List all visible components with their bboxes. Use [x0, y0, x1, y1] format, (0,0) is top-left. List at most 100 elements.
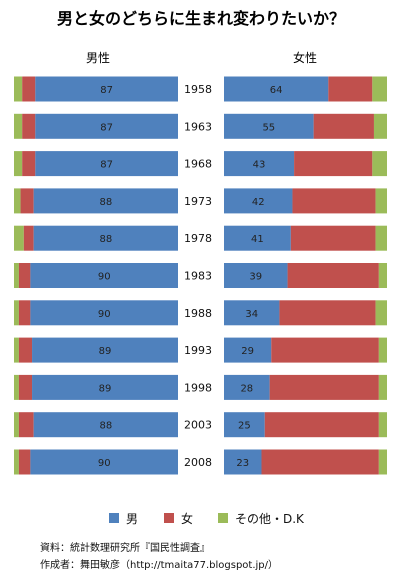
female-panel-bar-other [372, 76, 387, 102]
labels-layer: 1958 87 64 1963 87 55 1968 87 43 1973 88 42 1978 88 41… [98, 83, 283, 469]
female-panel-bar-female [292, 188, 376, 214]
male-panel-bar-female [20, 188, 34, 214]
year-label: 1973 [184, 195, 212, 208]
male-panel-value-label: 87 [100, 160, 113, 171]
legend-swatch-male [109, 513, 119, 523]
female-panel-bar-male [224, 412, 265, 438]
male-panel-bar-female [18, 300, 31, 326]
female-panel-bar-female [261, 449, 379, 475]
male-panel-value-label: 87 [100, 122, 113, 133]
legend-label-male: 男 [126, 512, 138, 526]
male-panel-bar-other [14, 113, 23, 139]
male-panel-bar-male [30, 449, 179, 475]
year-label: 1988 [184, 307, 212, 320]
male-panel-bar-other [14, 263, 19, 288]
male-panel-bar-male [32, 374, 178, 400]
female-panel-value-label: 25 [238, 421, 251, 432]
female-panel-bar-male [224, 300, 280, 326]
female-panel-bar-male [224, 188, 293, 214]
male-panel-bar-male [35, 151, 178, 177]
female-panel-bar-male [224, 113, 314, 139]
source-line-2: 作成者：舞田敏彦（http://tmaita77.blogspot.jp/） [40, 558, 278, 571]
female-panel-bar-female [290, 225, 376, 251]
male-panel-bar-male [32, 337, 178, 363]
male-panel-value-label: 88 [99, 197, 112, 208]
female-panel-bar-other [375, 225, 387, 251]
legend-swatch-other [218, 513, 228, 523]
bars-layer [14, 76, 387, 475]
male-panel-bar-other [14, 225, 24, 251]
female-panel-bar-female [294, 151, 373, 177]
year-label: 1993 [184, 344, 212, 357]
female-panel-bar-male [224, 225, 291, 251]
legend-label-female: 女 [181, 511, 193, 526]
year-label: 1958 [184, 83, 212, 96]
male-panel-value-label: 89 [99, 383, 112, 394]
male-panel-bar-male [35, 76, 178, 102]
male-panel-value-label: 90 [98, 272, 111, 283]
male-panel-value-label: 88 [99, 421, 112, 432]
male-panel-bar-female [22, 151, 36, 177]
female-panel-value-label: 42 [252, 197, 265, 208]
male-panel-bar-other [14, 188, 21, 214]
male-panel-bar-female [22, 76, 36, 102]
year-label: 1968 [184, 158, 212, 171]
female-panel-value-label: 43 [253, 160, 266, 171]
female-panel-bar-male [224, 76, 329, 102]
male-panel-value-label: 89 [99, 346, 112, 357]
female-panel-value-label: 23 [236, 458, 249, 469]
female-panel-value-label: 55 [262, 122, 275, 133]
male-panel-bar-male [30, 300, 179, 326]
legend-label-other: その他・D.K [235, 512, 305, 526]
female-panel-bar-female [287, 263, 379, 288]
male-panel-bar-other [14, 337, 19, 363]
female-panel-value-label: 41 [251, 234, 264, 245]
female-panel-bar-male [224, 449, 262, 475]
male-panel-bar-other [14, 449, 19, 475]
male-panel-value-label: 90 [98, 309, 111, 320]
year-label: 2003 [184, 419, 212, 432]
male-panel-title: 男性 [86, 51, 110, 65]
year-label: 1978 [184, 232, 212, 245]
male-panel-bar-other [14, 76, 23, 102]
male-panel-bar-other [14, 412, 19, 438]
male-panel-bar-female [18, 412, 34, 438]
female-panel-bar-male [224, 374, 270, 400]
legend: 男 女 その他・D.K [109, 511, 305, 526]
male-panel-bar-male [33, 412, 179, 438]
male-panel-bar-female [23, 225, 34, 251]
male-panel-bar-male [30, 263, 179, 288]
female-panel-bar-other [375, 188, 387, 214]
male-panel-bar-male [35, 113, 178, 139]
male-panel-bar-female [22, 113, 36, 139]
chart-title: 男と女のどちらに生まれ変わりたいか？ [57, 9, 345, 28]
female-panel-bar-female [271, 337, 379, 363]
female-panel-bar-female [269, 374, 379, 400]
male-panel-bar-other [14, 300, 19, 326]
female-panel-bar-other [378, 449, 387, 475]
female-panel-bar-female [279, 300, 376, 326]
male-panel-value-label: 87 [100, 85, 113, 96]
female-panel-value-label: 29 [241, 346, 254, 357]
male-panel-bar-male [33, 188, 179, 214]
year-label: 2008 [184, 456, 212, 469]
female-panel-value-label: 28 [240, 383, 253, 394]
male-panel-bar-female [18, 374, 33, 400]
female-panel-bar-male [224, 151, 295, 177]
year-label: 1983 [184, 270, 212, 283]
male-panel-value-label: 90 [98, 458, 111, 469]
female-panel-bar-other [378, 337, 387, 363]
source-line-1: 資料：統計数理研究所『国民性調査』 [40, 541, 210, 554]
male-panel-bar-other [14, 374, 19, 400]
female-panel-bar-other [373, 113, 387, 139]
female-panel-bar-other [378, 263, 387, 288]
female-panel-bar-female [313, 113, 374, 139]
female-panel-bar-male [224, 263, 288, 288]
year-label: 1963 [184, 120, 212, 133]
female-panel-value-label: 64 [270, 85, 283, 96]
male-panel-bar-female [18, 263, 31, 288]
male-panel-value-label: 88 [99, 234, 112, 245]
male-panel-bar-female [18, 449, 31, 475]
male-panel-bar-other [14, 151, 23, 177]
